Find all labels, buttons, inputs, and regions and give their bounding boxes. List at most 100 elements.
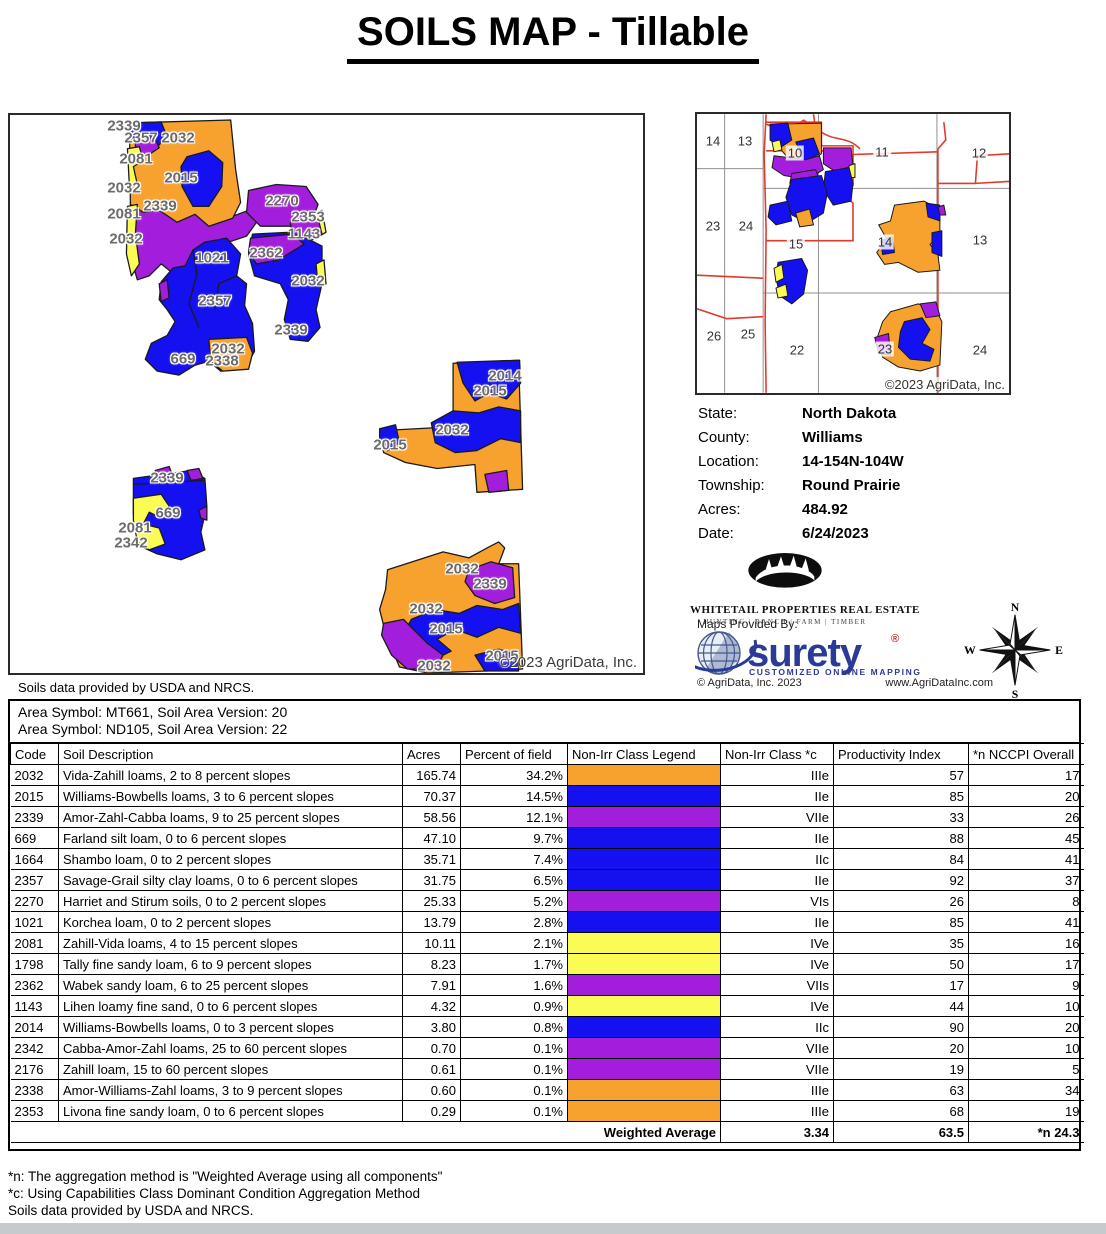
compass-east-label: E: [1055, 644, 1063, 657]
cell-percent: 0.1%: [460, 1037, 568, 1059]
soil-code-label: 2339: [143, 197, 177, 215]
swoosh: [695, 639, 757, 672]
cell-productivity-index: 20: [833, 1037, 969, 1059]
cell-productivity-index: 68: [833, 1100, 969, 1122]
page-title: SOILS MAP - Tillable: [347, 10, 759, 64]
legend-swatch: [567, 869, 721, 891]
soil-code-label: 2015: [429, 620, 463, 638]
legend-swatch: [567, 1016, 721, 1038]
cell-nccpi: 20: [968, 785, 1084, 807]
area-symbol-block: Area Symbol: MT661, Soil Area Version: 2…: [10, 701, 1079, 743]
cell-percent: 0.1%: [460, 1058, 568, 1080]
map-copyright: ©2023 AgriData, Inc.: [498, 654, 637, 671]
cell-description: Amor-Williams-Zahl loams, 3 to 9 percent…: [58, 1079, 403, 1101]
cell-description: Savage-Grail silty clay loams, 0 to 6 pe…: [58, 869, 403, 891]
column-header: *n NCCPI Overall: [968, 743, 1084, 765]
info-label: County:: [698, 428, 750, 446]
cell-acres: 0.61: [402, 1058, 461, 1080]
cell-code: 2081: [10, 932, 59, 954]
cell-code: 2362: [10, 974, 59, 996]
info-value: 6/24/2023: [802, 524, 869, 542]
cell-nccpi: 10: [968, 995, 1084, 1017]
cell-nccpi: 17: [968, 953, 1084, 975]
cell-class: IIe: [720, 911, 834, 933]
agridata-credit-line: © AgriData, Inc. 2023 www.AgriDataInc.co…: [697, 677, 993, 689]
cell-class: IVe: [720, 953, 834, 975]
locator-map-image: [697, 114, 1009, 393]
section-number: 13: [970, 232, 990, 248]
cell-acres: 70.37: [402, 785, 461, 807]
area-symbol-line: Area Symbol: ND105, Soil Area Version: 2…: [18, 721, 288, 737]
agridata-url-link[interactable]: www.AgriDataInc.com: [885, 677, 993, 689]
cell-class: IVe: [720, 995, 834, 1017]
soil-code-label: 2032: [109, 230, 143, 248]
cell-nccpi: 8: [968, 890, 1084, 912]
soil-code-label: 2081: [119, 150, 153, 168]
soil-code-label: 2342: [114, 534, 148, 552]
cell-nccpi: 5: [968, 1058, 1084, 1080]
cell-acres: 0.60: [402, 1079, 461, 1101]
info-row: Acres: 484.92: [698, 497, 1008, 521]
cell-code: 669: [10, 827, 59, 849]
cell-percent: 0.1%: [460, 1100, 568, 1122]
legend-swatch: [567, 806, 721, 828]
section-number: 10: [785, 145, 805, 161]
cell-class: IIIe: [720, 1079, 834, 1101]
cell-code: 1798: [10, 953, 59, 975]
cell-acres: 8.23: [402, 953, 461, 975]
legend-swatch: [567, 848, 721, 870]
info-row: Township: Round Prairie: [698, 473, 1008, 497]
cell-percent: 14.5%: [460, 785, 568, 807]
section-number: 13: [735, 133, 755, 149]
cell-class: VIIe: [720, 806, 834, 828]
column-header: Percent of field: [460, 743, 568, 765]
info-row: State: North Dakota: [698, 401, 1008, 425]
cell-productivity-index: 44: [833, 995, 969, 1017]
info-value: 484.92: [802, 500, 848, 518]
compass-south-label: S: [1012, 688, 1019, 699]
cell-nccpi: 9: [968, 974, 1084, 996]
cell-code: 2353: [10, 1100, 59, 1122]
cell-acres: 58.56: [402, 806, 461, 828]
cell-nccpi: 16: [968, 932, 1084, 954]
cell-productivity-index: 17: [833, 974, 969, 996]
cell-productivity-index: 19: [833, 1058, 969, 1080]
column-header: Productivity Index: [833, 743, 969, 765]
soil-code-label: 1143: [287, 225, 321, 243]
bottom-bar: [0, 1223, 1106, 1234]
surety-wordmark: surety: [747, 631, 863, 675]
cell-class: IIe: [720, 827, 834, 849]
cell-code: 2176: [10, 1058, 59, 1080]
cell-productivity-index: 50: [833, 953, 969, 975]
globe-icon: [697, 631, 741, 675]
soil-code-label: 2353: [291, 208, 325, 226]
column-header: Soil Description: [58, 743, 403, 765]
legend-swatch: [567, 974, 721, 996]
weighted-average-row: Weighted Average 3.34 63.5 *n 24.3: [10, 1121, 1084, 1143]
info-row: Location: 14-154N-104W: [698, 449, 1008, 473]
info-row: County: Williams: [698, 425, 1008, 449]
legend-swatch: [567, 932, 721, 954]
cell-class: VIIs: [720, 974, 834, 996]
section-number: 22: [787, 342, 807, 358]
cell-productivity-index: 33: [833, 806, 969, 828]
cell-acres: 10.11: [402, 932, 461, 954]
inset-map-copyright: ©2023 AgriData, Inc.: [884, 377, 1005, 392]
soil-code-label: 2032: [161, 129, 195, 147]
cell-nccpi: 17: [968, 764, 1084, 786]
compass-rose-icon: N E S W: [964, 601, 1063, 699]
section-number: 23: [875, 341, 895, 357]
table-row: 2339 Amor-Zahl-Cabba loams, 9 to 25 perc…: [10, 806, 1084, 828]
footnote-c: *c: Using Capabilities Class Dominant Co…: [8, 1186, 420, 1201]
table-row: 2338 Amor-Williams-Zahl loams, 3 to 9 pe…: [10, 1079, 1084, 1101]
soil-code-label: 2338: [205, 352, 239, 370]
column-header: Code: [10, 743, 59, 765]
cell-productivity-index: 90: [833, 1016, 969, 1038]
cell-description: Korchea loam, 0 to 2 percent slopes: [58, 911, 403, 933]
section-number: 15: [786, 236, 806, 252]
table-header-row: Code Soil Description Acres Percent of fiel…: [10, 743, 1084, 765]
info-value: North Dakota: [802, 404, 897, 422]
property-info-panel: State: North Dakota County: Williams Loc…: [698, 401, 1008, 545]
main-soils-map: 2339 2357 2032 2081 2015 2032 2339 2081 2032 2270…: [8, 113, 645, 675]
